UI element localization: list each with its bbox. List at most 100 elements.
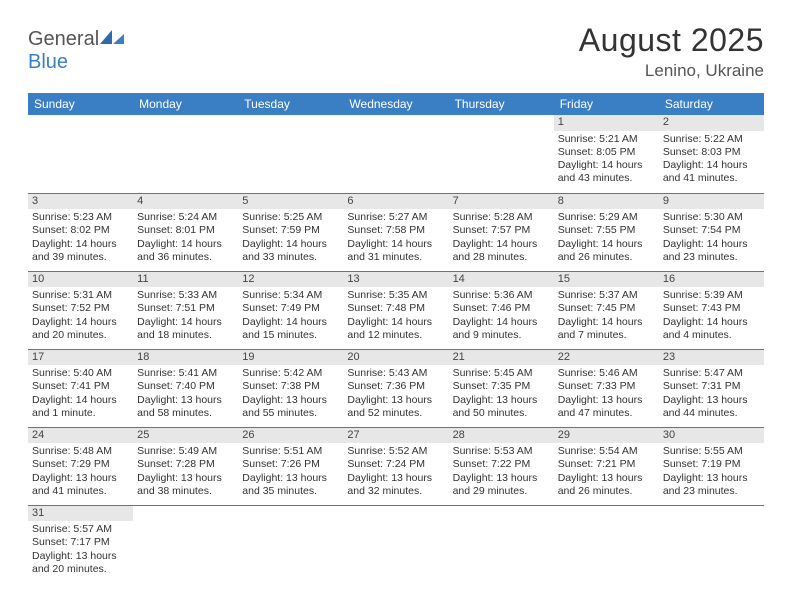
daylight-text: Daylight: 13 hours and 32 minutes. (347, 472, 444, 498)
sunrise-text: Sunrise: 5:42 AM (242, 367, 339, 380)
sunrise-text: Sunrise: 5:55 AM (663, 445, 760, 458)
sunset-text: Sunset: 7:22 PM (453, 458, 550, 471)
sunset-text: Sunset: 7:41 PM (32, 380, 129, 393)
sunset-text: Sunset: 7:55 PM (558, 224, 655, 237)
day-details: Sunrise: 5:42 AMSunset: 7:38 PMDaylight:… (238, 365, 343, 423)
sunset-text: Sunset: 8:02 PM (32, 224, 129, 237)
sunrise-text: Sunrise: 5:29 AM (558, 211, 655, 224)
sunset-text: Sunset: 7:36 PM (347, 380, 444, 393)
sunrise-text: Sunrise: 5:23 AM (32, 211, 129, 224)
calendar-week-row: 24Sunrise: 5:48 AMSunset: 7:29 PMDayligh… (28, 427, 764, 505)
day-number: 5 (238, 194, 343, 210)
calendar-day-cell: 5Sunrise: 5:25 AMSunset: 7:59 PMDaylight… (238, 193, 343, 271)
day-details: Sunrise: 5:45 AMSunset: 7:35 PMDaylight:… (449, 365, 554, 423)
sunrise-text: Sunrise: 5:30 AM (663, 211, 760, 224)
calendar-day-cell (343, 505, 448, 583)
daylight-text: Daylight: 13 hours and 41 minutes. (32, 472, 129, 498)
calendar-day-cell: 31Sunrise: 5:57 AMSunset: 7:17 PMDayligh… (28, 505, 133, 583)
logo-sail-icon (99, 29, 125, 45)
calendar-week-row: 10Sunrise: 5:31 AMSunset: 7:52 PMDayligh… (28, 271, 764, 349)
calendar-day-cell (343, 115, 448, 193)
calendar-day-cell: 19Sunrise: 5:42 AMSunset: 7:38 PMDayligh… (238, 349, 343, 427)
day-details: Sunrise: 5:46 AMSunset: 7:33 PMDaylight:… (554, 365, 659, 423)
day-details: Sunrise: 5:31 AMSunset: 7:52 PMDaylight:… (28, 287, 133, 345)
daylight-text: Daylight: 14 hours and 36 minutes. (137, 238, 234, 264)
daylight-text: Daylight: 14 hours and 39 minutes. (32, 238, 129, 264)
calendar-day-cell (659, 505, 764, 583)
day-number: 22 (554, 350, 659, 366)
calendar-day-cell: 12Sunrise: 5:34 AMSunset: 7:49 PMDayligh… (238, 271, 343, 349)
header: GeneralBlue August 2025 Lenino, Ukraine (28, 22, 764, 81)
calendar-day-cell: 13Sunrise: 5:35 AMSunset: 7:48 PMDayligh… (343, 271, 448, 349)
sunset-text: Sunset: 7:49 PM (242, 302, 339, 315)
sunrise-text: Sunrise: 5:52 AM (347, 445, 444, 458)
daylight-text: Daylight: 13 hours and 58 minutes. (137, 394, 234, 420)
day-details: Sunrise: 5:36 AMSunset: 7:46 PMDaylight:… (449, 287, 554, 345)
daylight-text: Daylight: 14 hours and 1 minute. (32, 394, 129, 420)
daylight-text: Daylight: 14 hours and 15 minutes. (242, 316, 339, 342)
weekday-header: Wednesday (343, 93, 448, 115)
calendar-day-cell (133, 505, 238, 583)
sunset-text: Sunset: 7:58 PM (347, 224, 444, 237)
day-details: Sunrise: 5:27 AMSunset: 7:58 PMDaylight:… (343, 209, 448, 267)
sunset-text: Sunset: 7:54 PM (663, 224, 760, 237)
sunrise-text: Sunrise: 5:27 AM (347, 211, 444, 224)
sunrise-text: Sunrise: 5:37 AM (558, 289, 655, 302)
calendar-week-row: 31Sunrise: 5:57 AMSunset: 7:17 PMDayligh… (28, 505, 764, 583)
daylight-text: Daylight: 14 hours and 9 minutes. (453, 316, 550, 342)
weekday-header: Thursday (449, 93, 554, 115)
sunrise-text: Sunrise: 5:46 AM (558, 367, 655, 380)
sunrise-text: Sunrise: 5:36 AM (453, 289, 550, 302)
day-details: Sunrise: 5:24 AMSunset: 8:01 PMDaylight:… (133, 209, 238, 267)
sunrise-text: Sunrise: 5:31 AM (32, 289, 129, 302)
day-details: Sunrise: 5:22 AMSunset: 8:03 PMDaylight:… (659, 131, 764, 189)
sunrise-text: Sunrise: 5:28 AM (453, 211, 550, 224)
day-number: 7 (449, 194, 554, 210)
day-number: 20 (343, 350, 448, 366)
day-details: Sunrise: 5:49 AMSunset: 7:28 PMDaylight:… (133, 443, 238, 501)
daylight-text: Daylight: 13 hours and 29 minutes. (453, 472, 550, 498)
day-details: Sunrise: 5:25 AMSunset: 7:59 PMDaylight:… (238, 209, 343, 267)
daylight-text: Daylight: 14 hours and 33 minutes. (242, 238, 339, 264)
day-number: 27 (343, 428, 448, 444)
calendar-day-cell (133, 115, 238, 193)
calendar-week-row: 1Sunrise: 5:21 AMSunset: 8:05 PMDaylight… (28, 115, 764, 193)
sunrise-text: Sunrise: 5:22 AM (663, 133, 760, 146)
daylight-text: Daylight: 13 hours and 50 minutes. (453, 394, 550, 420)
weekday-header: Friday (554, 93, 659, 115)
day-details: Sunrise: 5:33 AMSunset: 7:51 PMDaylight:… (133, 287, 238, 345)
calendar-day-cell: 24Sunrise: 5:48 AMSunset: 7:29 PMDayligh… (28, 427, 133, 505)
calendar-day-cell: 10Sunrise: 5:31 AMSunset: 7:52 PMDayligh… (28, 271, 133, 349)
daylight-text: Daylight: 13 hours and 55 minutes. (242, 394, 339, 420)
sunrise-text: Sunrise: 5:39 AM (663, 289, 760, 302)
sunset-text: Sunset: 7:24 PM (347, 458, 444, 471)
day-number: 12 (238, 272, 343, 288)
sunrise-text: Sunrise: 5:24 AM (137, 211, 234, 224)
calendar-day-cell: 30Sunrise: 5:55 AMSunset: 7:19 PMDayligh… (659, 427, 764, 505)
day-details: Sunrise: 5:53 AMSunset: 7:22 PMDaylight:… (449, 443, 554, 501)
calendar-day-cell: 27Sunrise: 5:52 AMSunset: 7:24 PMDayligh… (343, 427, 448, 505)
daylight-text: Daylight: 13 hours and 38 minutes. (137, 472, 234, 498)
sunrise-text: Sunrise: 5:47 AM (663, 367, 760, 380)
sunrise-text: Sunrise: 5:43 AM (347, 367, 444, 380)
sunset-text: Sunset: 7:19 PM (663, 458, 760, 471)
calendar-day-cell: 1Sunrise: 5:21 AMSunset: 8:05 PMDaylight… (554, 115, 659, 193)
sunset-text: Sunset: 7:28 PM (137, 458, 234, 471)
calendar-day-cell: 7Sunrise: 5:28 AMSunset: 7:57 PMDaylight… (449, 193, 554, 271)
title-block: August 2025 Lenino, Ukraine (579, 22, 764, 81)
day-details: Sunrise: 5:55 AMSunset: 7:19 PMDaylight:… (659, 443, 764, 501)
calendar-day-cell: 28Sunrise: 5:53 AMSunset: 7:22 PMDayligh… (449, 427, 554, 505)
calendar-day-cell (28, 115, 133, 193)
calendar-day-cell: 21Sunrise: 5:45 AMSunset: 7:35 PMDayligh… (449, 349, 554, 427)
sunset-text: Sunset: 8:05 PM (558, 146, 655, 159)
sunrise-text: Sunrise: 5:25 AM (242, 211, 339, 224)
sunrise-text: Sunrise: 5:51 AM (242, 445, 339, 458)
sunset-text: Sunset: 7:33 PM (558, 380, 655, 393)
sunset-text: Sunset: 7:17 PM (32, 536, 129, 549)
weekday-header: Tuesday (238, 93, 343, 115)
day-number: 23 (659, 350, 764, 366)
sunset-text: Sunset: 7:59 PM (242, 224, 339, 237)
logo-text-general: General (28, 28, 99, 50)
daylight-text: Daylight: 13 hours and 20 minutes. (32, 550, 129, 576)
sunrise-text: Sunrise: 5:40 AM (32, 367, 129, 380)
